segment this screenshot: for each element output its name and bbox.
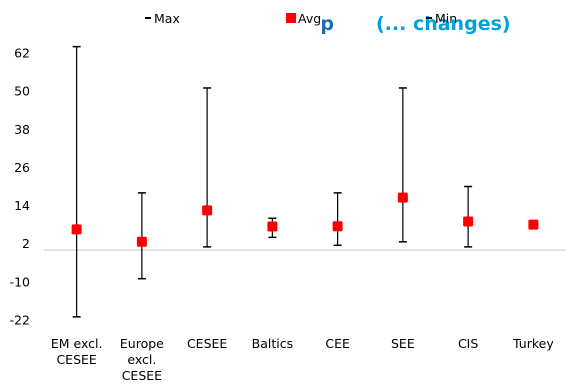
- y-tick-label: -22: [10, 313, 30, 328]
- avg-marker: [202, 205, 213, 216]
- y-tick-label: 26: [14, 160, 30, 175]
- x-tick-label: SEE: [391, 336, 415, 351]
- avg-markers: [71, 192, 539, 247]
- legend-avg-label: Avg: [298, 11, 321, 26]
- avg-marker: [528, 219, 539, 230]
- avg-marker: [267, 221, 278, 232]
- x-tick-label: Turkey: [512, 336, 554, 351]
- legend-min-label: Min: [435, 11, 457, 26]
- avg-marker: [71, 224, 82, 235]
- x-tick-label: CESEE: [187, 336, 227, 351]
- x-axis: EM excl. CESEE Europe excl. CESEE CESEE Baltic…: [51, 336, 555, 383]
- chart-title-bold: p: [320, 13, 334, 35]
- range-whiskers: [72, 45, 538, 318]
- x-tick-label: CIS: [458, 336, 478, 351]
- y-tick-label: 62: [14, 46, 30, 61]
- y-tick-label: 14: [14, 198, 30, 213]
- x-tick-label: EM excl. CESEE: [51, 336, 103, 367]
- legend-max-label: Max: [154, 11, 180, 26]
- avg-marker: [332, 221, 343, 232]
- x-tick-label: CEE: [325, 336, 350, 351]
- legend: Max Avg Min: [145, 11, 457, 26]
- chart-title-light: (... changes): [376, 13, 511, 35]
- y-tick-label: 50: [14, 84, 30, 99]
- legend-avg-marker: [286, 13, 296, 23]
- y-tick-label: 2: [22, 236, 30, 251]
- x-tick-label: Baltics: [252, 336, 293, 351]
- avg-marker: [136, 236, 147, 247]
- y-tick-label: 38: [14, 122, 30, 137]
- avg-marker: [397, 192, 408, 203]
- x-tick-label: Europe excl. CESEE: [120, 336, 164, 383]
- avg-marker: [463, 216, 474, 227]
- y-axis: 62 50 38 26 14 2 -10 -22: [10, 46, 30, 328]
- y-tick-label: -10: [10, 274, 30, 289]
